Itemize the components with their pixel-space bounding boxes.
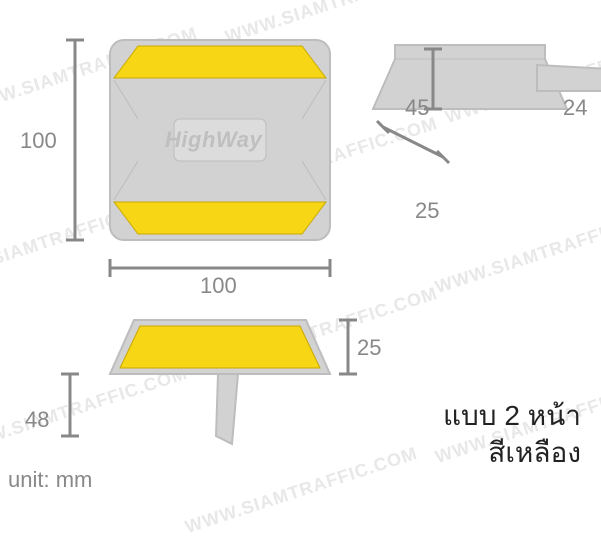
dim-right-height: 45 [405, 95, 429, 121]
caption-line1: แบบ 2 หน้า [443, 398, 581, 434]
dim-right-slope: 25 [415, 198, 439, 224]
dim-top-width: 100 [200, 273, 237, 299]
caption: แบบ 2 หน้า สีเหลือง [443, 398, 581, 471]
caption-line2: สีเหลือง [443, 435, 581, 471]
brand-text: HighWay [165, 127, 262, 153]
dim-front-height: 25 [357, 335, 381, 361]
dim-top-height: 100 [20, 128, 57, 154]
dim-right-stemwidth: 24 [563, 95, 587, 121]
dim-front-stem: 48 [25, 407, 49, 433]
unit-label: unit: mm [8, 467, 92, 493]
diagram-stage: WWW.SIAMTRAFFIC.COM WWW.SIAMTRAFFIC.COM … [0, 0, 601, 501]
